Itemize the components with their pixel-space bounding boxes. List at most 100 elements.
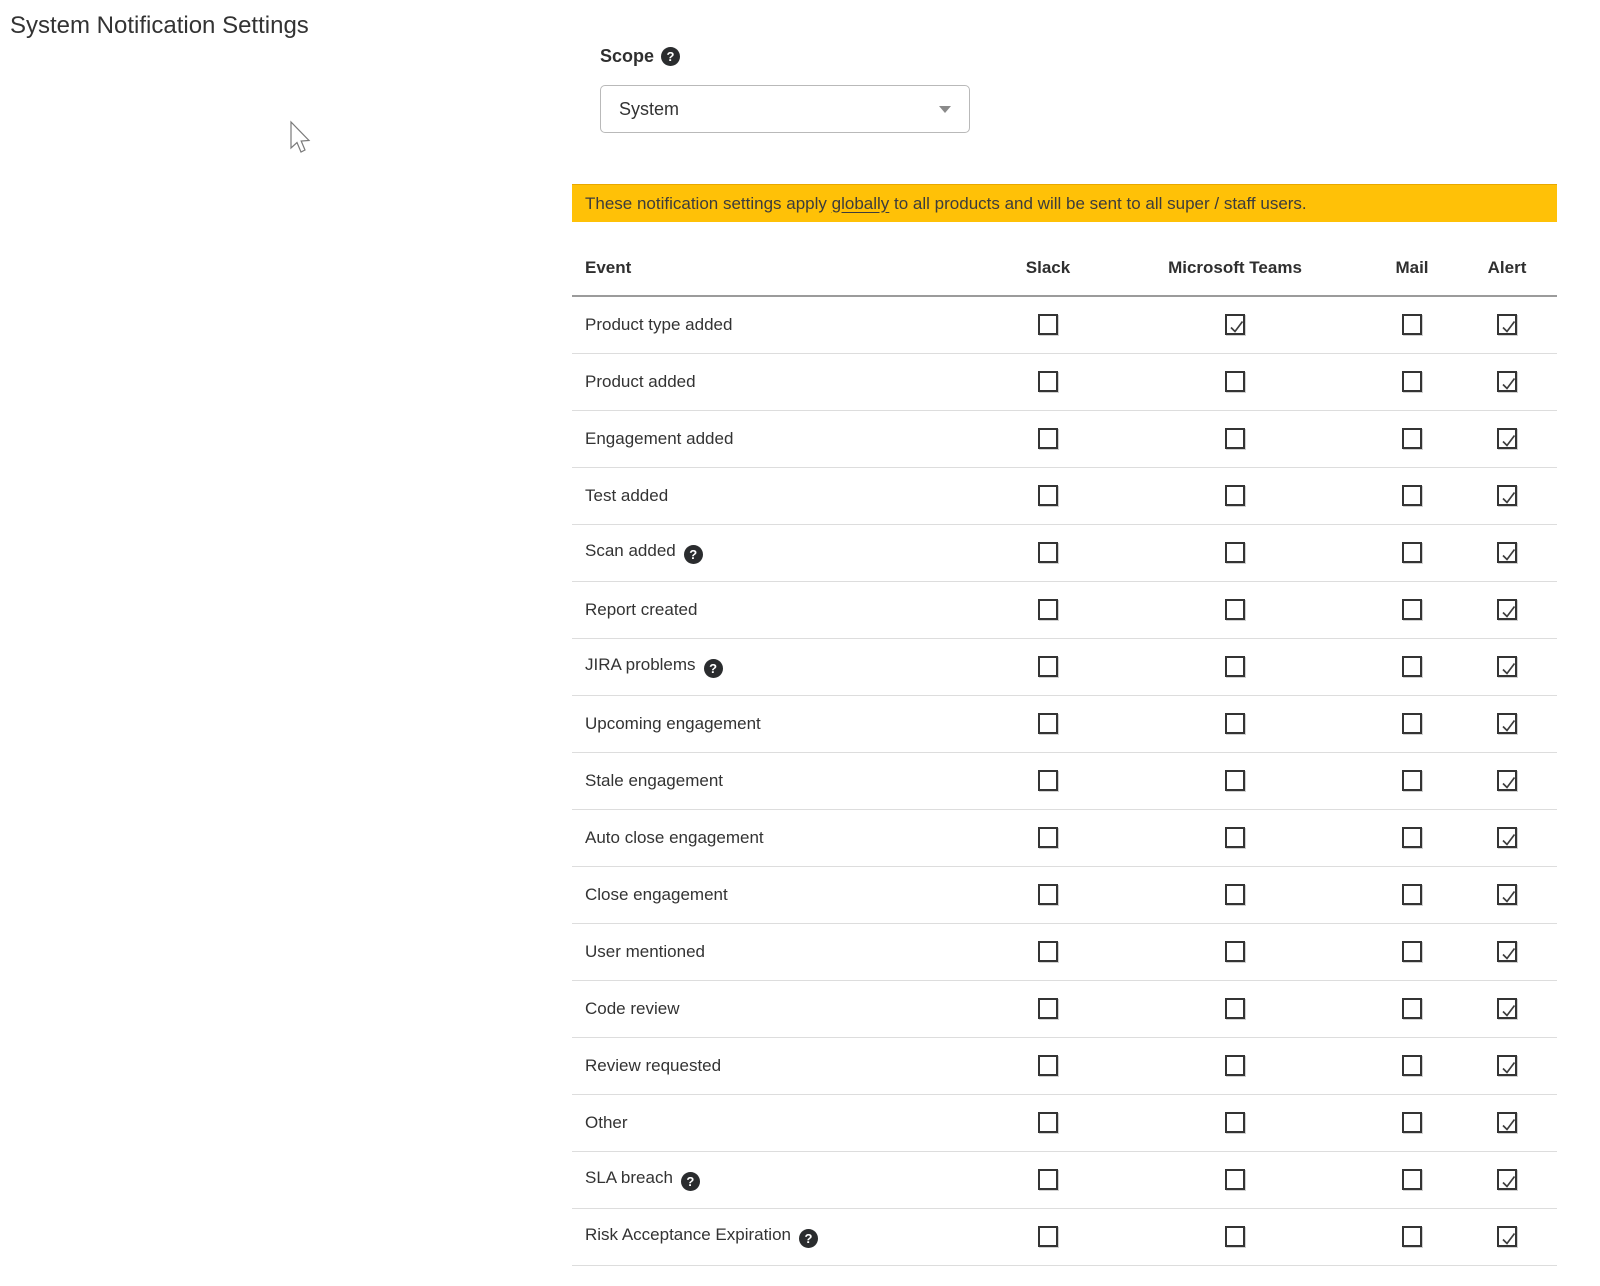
checkbox-cell: [993, 980, 1103, 1038]
slack-checkbox[interactable]: [1038, 1055, 1058, 1076]
mail-checkbox[interactable]: [1402, 1112, 1422, 1133]
slack-checkbox[interactable]: [1038, 713, 1058, 734]
slack-checkbox[interactable]: [1038, 314, 1058, 336]
checkbox-cell: [1457, 296, 1557, 354]
microsoft-teams-checkbox[interactable]: [1225, 599, 1245, 620]
checkbox-cell: [1457, 866, 1557, 924]
microsoft-teams-checkbox[interactable]: [1225, 770, 1245, 791]
slack-checkbox[interactable]: [1038, 1112, 1058, 1133]
alert-checkbox[interactable]: [1497, 713, 1517, 734]
mail-checkbox[interactable]: [1402, 371, 1422, 392]
slack-checkbox[interactable]: [1038, 371, 1058, 392]
slack-checkbox[interactable]: [1038, 428, 1058, 449]
alert-checkbox[interactable]: [1497, 827, 1517, 848]
mail-checkbox[interactable]: [1402, 428, 1422, 449]
checkbox-cell: [1367, 1208, 1457, 1266]
alert-checkbox[interactable]: [1497, 599, 1517, 620]
table-row: Auto close engagement: [572, 809, 1557, 867]
alert-checkbox[interactable]: [1497, 542, 1517, 563]
microsoft-teams-checkbox[interactable]: [1225, 542, 1245, 563]
checkbox-cell: [1103, 353, 1367, 411]
checkbox-cell: [1457, 809, 1557, 867]
microsoft-teams-checkbox[interactable]: [1225, 1169, 1245, 1190]
checkbox-cell: [993, 524, 1103, 582]
mouse-cursor-icon: [290, 120, 311, 153]
mail-checkbox[interactable]: [1402, 1055, 1422, 1076]
help-icon[interactable]: ?: [799, 1229, 818, 1248]
mail-checkbox[interactable]: [1402, 998, 1422, 1019]
checkbox-cell: [1367, 467, 1457, 525]
alert-checkbox[interactable]: [1497, 1226, 1517, 1247]
alert-checkbox[interactable]: [1497, 770, 1517, 791]
table-row: Engagement added: [572, 410, 1557, 468]
global-settings-banner: These notification settings apply global…: [572, 184, 1557, 222]
checkbox-cell: [1103, 524, 1367, 582]
microsoft-teams-checkbox[interactable]: [1225, 884, 1245, 905]
slack-checkbox[interactable]: [1038, 599, 1058, 620]
slack-checkbox[interactable]: [1038, 485, 1058, 506]
alert-checkbox[interactable]: [1497, 1112, 1517, 1133]
alert-checkbox[interactable]: [1497, 314, 1517, 336]
alert-checkbox[interactable]: [1497, 485, 1517, 506]
checkbox-cell: [993, 296, 1103, 354]
slack-checkbox[interactable]: [1038, 770, 1058, 791]
slack-checkbox[interactable]: [1038, 1226, 1058, 1247]
microsoft-teams-checkbox[interactable]: [1225, 998, 1245, 1019]
mail-checkbox[interactable]: [1402, 599, 1422, 620]
microsoft-teams-checkbox[interactable]: [1225, 428, 1245, 449]
help-icon[interactable]: ?: [680, 1172, 700, 1191]
mail-checkbox[interactable]: [1402, 656, 1422, 677]
microsoft-teams-checkbox[interactable]: [1225, 941, 1245, 962]
microsoft-teams-checkbox[interactable]: [1225, 827, 1245, 848]
mail-checkbox[interactable]: [1402, 1226, 1422, 1247]
checkbox-cell: [1103, 695, 1367, 753]
mail-checkbox[interactable]: [1402, 485, 1422, 506]
alert-checkbox[interactable]: [1497, 998, 1517, 1019]
column-header-microsoft-teams: Microsoft Teams: [1103, 240, 1367, 297]
slack-checkbox[interactable]: [1038, 656, 1058, 677]
mail-checkbox[interactable]: [1402, 542, 1422, 563]
mail-checkbox[interactable]: [1402, 713, 1422, 734]
mail-checkbox[interactable]: [1402, 314, 1422, 336]
microsoft-teams-checkbox[interactable]: [1225, 1055, 1245, 1076]
checkbox-cell: [993, 1094, 1103, 1152]
event-cell: Risk Acceptance Expiration?: [572, 1208, 993, 1266]
scope-help-icon[interactable]: ?: [661, 47, 681, 66]
checkbox-cell: [1457, 923, 1557, 981]
alert-checkbox[interactable]: [1497, 656, 1517, 677]
table-row: SLA breach?: [572, 1151, 1557, 1209]
mail-checkbox[interactable]: [1402, 770, 1422, 791]
alert-checkbox[interactable]: [1497, 428, 1517, 449]
microsoft-teams-checkbox[interactable]: [1225, 713, 1245, 734]
microsoft-teams-checkbox[interactable]: [1225, 485, 1245, 506]
scope-dropdown[interactable]: System: [600, 85, 970, 133]
microsoft-teams-checkbox[interactable]: [1225, 1112, 1245, 1133]
mail-checkbox[interactable]: [1402, 1169, 1422, 1190]
alert-checkbox[interactable]: [1497, 941, 1517, 962]
event-label: User mentioned: [585, 941, 706, 961]
checkbox-cell: [1457, 353, 1557, 411]
events-table-body: Product type added Product added Engagemen…: [572, 296, 1557, 1266]
mail-checkbox[interactable]: [1402, 827, 1422, 848]
slack-checkbox[interactable]: [1038, 941, 1058, 962]
mail-checkbox[interactable]: [1402, 884, 1422, 905]
mail-checkbox[interactable]: [1402, 941, 1422, 962]
microsoft-teams-checkbox[interactable]: [1225, 314, 1245, 336]
alert-checkbox[interactable]: [1497, 884, 1517, 905]
help-icon[interactable]: ?: [683, 545, 703, 564]
slack-checkbox[interactable]: [1038, 542, 1058, 563]
help-icon[interactable]: ?: [703, 659, 723, 678]
checkbox-cell: [1457, 524, 1557, 582]
alert-checkbox[interactable]: [1497, 371, 1517, 392]
slack-checkbox[interactable]: [1038, 998, 1058, 1019]
checkbox-cell: [1103, 980, 1367, 1038]
checkbox-cell: [1457, 1037, 1557, 1095]
slack-checkbox[interactable]: [1038, 884, 1058, 905]
microsoft-teams-checkbox[interactable]: [1225, 656, 1245, 677]
slack-checkbox[interactable]: [1038, 1169, 1058, 1190]
microsoft-teams-checkbox[interactable]: [1225, 1226, 1245, 1247]
alert-checkbox[interactable]: [1497, 1055, 1517, 1076]
slack-checkbox[interactable]: [1038, 827, 1058, 848]
alert-checkbox[interactable]: [1497, 1169, 1517, 1190]
microsoft-teams-checkbox[interactable]: [1225, 371, 1245, 392]
